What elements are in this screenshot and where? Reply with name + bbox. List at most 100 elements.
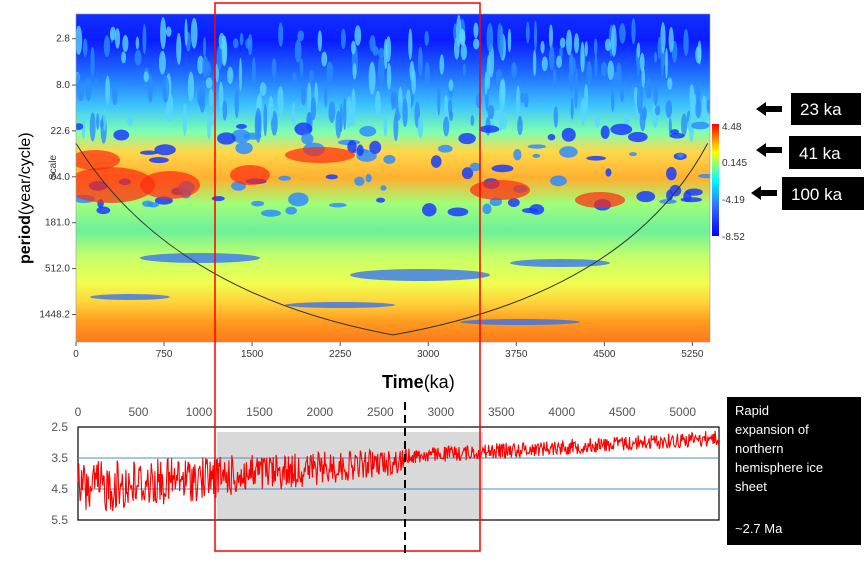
heatmap-cell [666, 166, 677, 181]
heatmap-cell [308, 69, 314, 83]
arrow-left-icon [756, 102, 782, 116]
heatmap-cell [340, 28, 346, 50]
heatmap-y-ticks: 2.8 8.0 22.6 64.0 181.0 512.0 1448.2 [39, 34, 76, 321]
heatmap-cell [96, 206, 111, 215]
heatmap-cell [122, 34, 129, 53]
heatmap-cell [242, 132, 262, 140]
heatmap-cell [217, 132, 236, 145]
heatmap-cell [533, 20, 538, 51]
heatmap-cell [448, 79, 454, 92]
heatmap-cell [268, 95, 274, 121]
heatmap-cell [369, 140, 382, 154]
heatmap-cell [301, 133, 314, 145]
heatmap-cell [278, 22, 284, 47]
heatmap-cell [218, 81, 224, 110]
heatmap-cell [670, 129, 679, 135]
line-chart-y-tick-label: 4.5 [51, 482, 68, 496]
heatmap-cell [498, 108, 503, 132]
scale-label: Scale [48, 155, 59, 180]
heatmap-cell [158, 50, 166, 75]
heatmap-x-tick-label: 2250 [329, 349, 352, 360]
heatmap-cell [553, 106, 559, 128]
note-box: Rapid expansion of northern hemisphere i… [727, 397, 861, 545]
heatmap-cell [199, 86, 206, 113]
x-axis-label-bold: Time [382, 372, 424, 392]
heatmap-cell [324, 79, 328, 108]
heatmap-cell [202, 36, 207, 58]
highlight-box [214, 2, 481, 552]
heatmap-hotspot [575, 192, 625, 208]
heatmap-cell [292, 72, 298, 84]
series-line [77, 430, 720, 512]
heatmap-cell [559, 46, 563, 59]
heatmap-cell [321, 51, 328, 67]
heatmap-cell [500, 78, 506, 106]
heatmap-cell [695, 82, 701, 105]
heatmap-cell [461, 167, 474, 180]
heatmap-cell [683, 28, 689, 56]
heatmap-cell [620, 88, 625, 102]
heatmap-cell [113, 129, 130, 141]
heatmap-band [140, 253, 260, 263]
heatmap-cell [375, 90, 381, 118]
heatmap-cell [443, 116, 450, 137]
heatmap-cell [96, 113, 100, 130]
heatmap-cell [378, 47, 385, 59]
heatmap-cell [328, 202, 347, 208]
heatmap-cell [162, 75, 170, 103]
heatmap-cell [135, 36, 140, 50]
heatmap-cell [584, 41, 588, 57]
heatmap-cell [561, 127, 576, 142]
colorbar-tick-bottom: -8.52 [722, 232, 745, 243]
heatmap-cell [154, 144, 176, 156]
line-chart-x-tick-label: 3000 [427, 405, 454, 419]
arrow-left-icon [751, 186, 777, 200]
heatmap-cell [90, 46, 95, 78]
heatmap-cell [354, 176, 365, 187]
badge-23ka-box [791, 93, 861, 125]
heatmap-cell [611, 87, 615, 113]
heatmap-band [510, 259, 610, 267]
heatmap-cell [291, 102, 296, 127]
badge-23ka: 23 ka [756, 93, 861, 125]
cone-of-influence [75, 143, 709, 336]
heatmap-cell [294, 122, 313, 136]
heatmap-cell [654, 105, 661, 116]
wavelet-heatmap [75, 13, 711, 343]
heatmap-cell [639, 52, 645, 72]
heatmap-cell [664, 48, 669, 79]
arrow-left-icon [756, 143, 782, 157]
line-chart-x-ticks: 0 500 1000 1500 2000 2500 3000 3500 4000 4500 5000 [75, 405, 697, 419]
heatmap-cell [513, 148, 522, 161]
heatmap-cell [271, 58, 277, 79]
heatmap-cell [437, 83, 441, 116]
y-axis-label-unit: (year/cycle) [17, 132, 34, 215]
heatmap-cell [580, 41, 585, 73]
heatmap-cell [251, 200, 265, 207]
heatmap-cell [205, 77, 213, 89]
heatmap-cell [645, 78, 652, 99]
heatmap-y-tick-label: 181.0 [45, 218, 70, 229]
line-chart-y-tick-label: 2.5 [51, 420, 68, 434]
heatmap-cell [105, 75, 111, 105]
heatmap-cell [288, 192, 309, 207]
heatmap-hotspot [470, 180, 530, 200]
heatmap-cell [595, 115, 600, 128]
heatmap-cell [600, 125, 610, 139]
heatmap-cell [165, 26, 172, 37]
note-line-1: Rapid [735, 403, 769, 418]
heatmap-cell [437, 144, 453, 153]
heatmap-cell [695, 46, 702, 64]
heatmap-cell [580, 97, 586, 126]
heatmap-cell [149, 157, 169, 164]
heatmap-cell [424, 31, 429, 46]
heatmap-cell [547, 133, 556, 141]
heatmap-cell [430, 155, 442, 168]
heatmap-cell [458, 132, 476, 145]
heatmap-cell [422, 203, 437, 217]
heatmap-cell [447, 207, 469, 217]
heatmap-cell [235, 141, 253, 155]
period-badges: 23 ka 41 ka 100 ka [751, 93, 864, 210]
heatmap-cell [448, 99, 453, 117]
note-background [727, 397, 861, 545]
